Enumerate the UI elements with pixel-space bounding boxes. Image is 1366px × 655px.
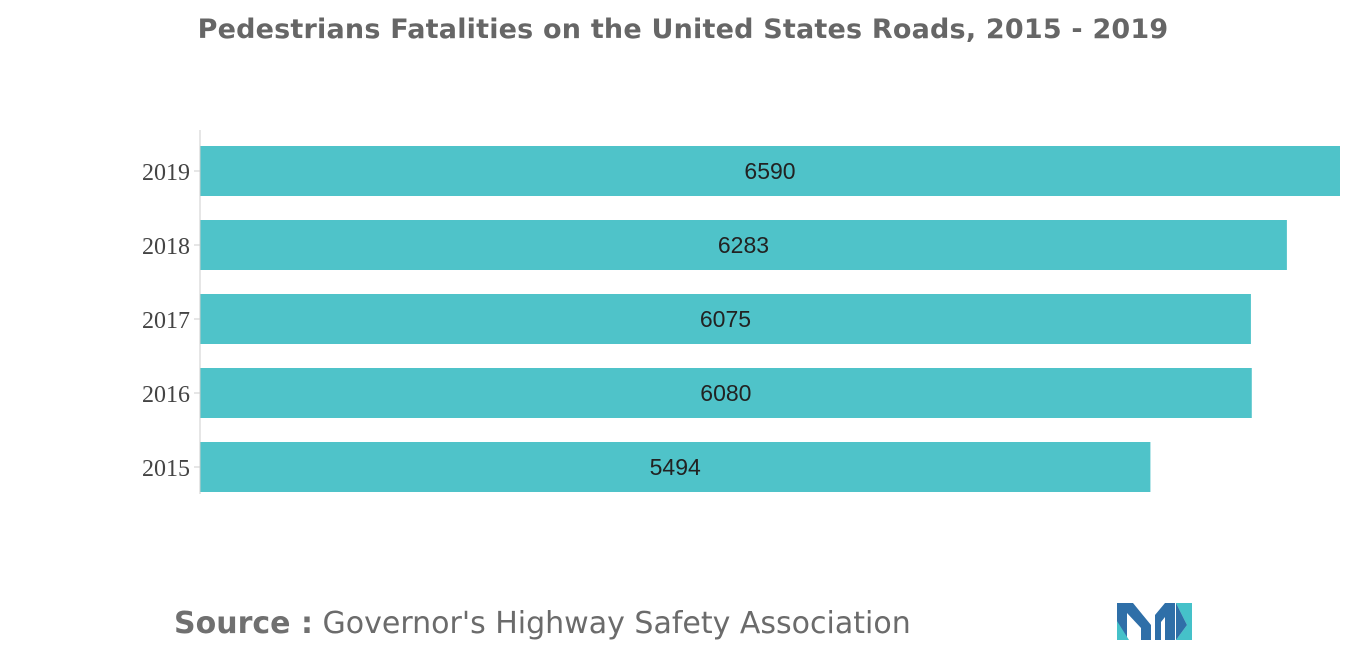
- bar-2019: [200, 146, 1340, 196]
- data-label-2017: 6075: [700, 306, 751, 332]
- bars-layer: 6590 6283 6075 6080 5494: [200, 146, 1340, 492]
- bar-2015: [200, 442, 1151, 492]
- y-tick-label-2016: 2016: [142, 382, 190, 408]
- source-label: Source :: [174, 606, 313, 641]
- y-tick-label-2019: 2019: [142, 160, 190, 186]
- bar-2018: [200, 220, 1287, 270]
- data-label-2018: 6283: [718, 232, 769, 258]
- y-tick-label-2017: 2017: [142, 308, 190, 334]
- data-label-2019: 6590: [744, 158, 795, 184]
- data-label-2016: 6080: [700, 380, 751, 406]
- chart-title: Pedestrians Fatalities on the United Sta…: [197, 14, 1169, 45]
- y-tick-label-2015: 2015: [142, 456, 190, 482]
- y-tick-label-2018: 2018: [142, 234, 190, 260]
- bar-2017: [200, 294, 1251, 344]
- source-text: Governor's Highway Safety Association: [322, 606, 911, 641]
- data-label-2015: 5494: [650, 454, 701, 480]
- y-axis: 2019 2018 2017 2016 2015: [142, 130, 201, 494]
- source-attribution: Source : Governor's Highway Safety Assoc…: [174, 606, 911, 641]
- mordor-intelligence-logo-icon: [1117, 603, 1192, 640]
- bar-2016: [200, 368, 1252, 418]
